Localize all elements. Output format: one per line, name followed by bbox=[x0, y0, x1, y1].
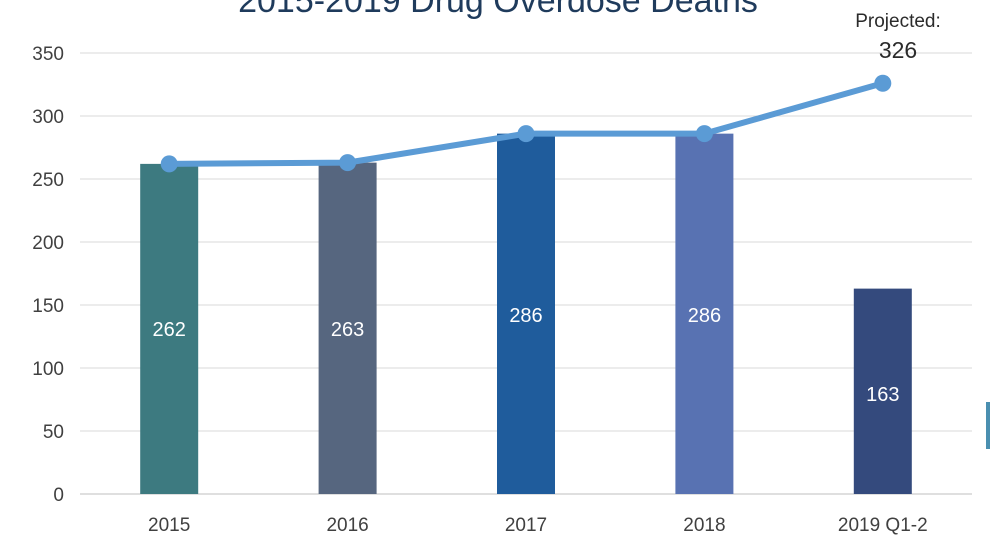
y-tick-label: 350 bbox=[32, 44, 64, 65]
x-tick-label: 2019 Q1-2 bbox=[838, 515, 928, 536]
data-label: 286 bbox=[509, 305, 542, 327]
data-label: 286 bbox=[688, 305, 721, 327]
data-label: 263 bbox=[331, 319, 364, 341]
y-tick-label: 250 bbox=[32, 170, 64, 191]
x-tick-label: 2017 bbox=[505, 515, 547, 536]
data-label: 163 bbox=[866, 384, 899, 406]
projection-label: Projected: bbox=[855, 11, 941, 32]
chart-title: 2015-2019 Drug Overdose Deaths bbox=[238, 0, 758, 20]
projection-value: 326 bbox=[879, 37, 917, 63]
line-point bbox=[339, 154, 357, 172]
y-tick-label: 0 bbox=[53, 485, 64, 506]
line-point bbox=[160, 155, 178, 173]
line-point bbox=[517, 125, 535, 143]
line-point bbox=[695, 125, 713, 143]
line-series bbox=[160, 74, 892, 173]
bar bbox=[675, 133, 734, 494]
bar-series bbox=[140, 133, 912, 494]
x-tick-label: 2018 bbox=[683, 515, 725, 536]
y-tick-label: 100 bbox=[32, 359, 64, 380]
bar bbox=[140, 163, 199, 494]
data-labels: 262 263 286 286 163 bbox=[153, 305, 900, 406]
y-tick-label: 150 bbox=[32, 296, 64, 317]
y-axis: 0 50 100 150 200 250 300 350 bbox=[32, 44, 64, 506]
y-tick-label: 50 bbox=[43, 422, 64, 443]
line-point bbox=[874, 74, 892, 92]
edge-marker bbox=[986, 402, 990, 449]
y-tick-label: 300 bbox=[32, 107, 64, 128]
y-tick-label: 200 bbox=[32, 233, 64, 254]
bar bbox=[853, 288, 912, 494]
x-axis: 2015 2016 2017 2018 2019 Q1-2 bbox=[148, 515, 928, 536]
x-tick-label: 2016 bbox=[326, 515, 368, 536]
bar bbox=[318, 162, 377, 494]
data-label: 262 bbox=[153, 319, 186, 341]
bar bbox=[497, 133, 555, 494]
x-tick-label: 2015 bbox=[148, 515, 190, 536]
